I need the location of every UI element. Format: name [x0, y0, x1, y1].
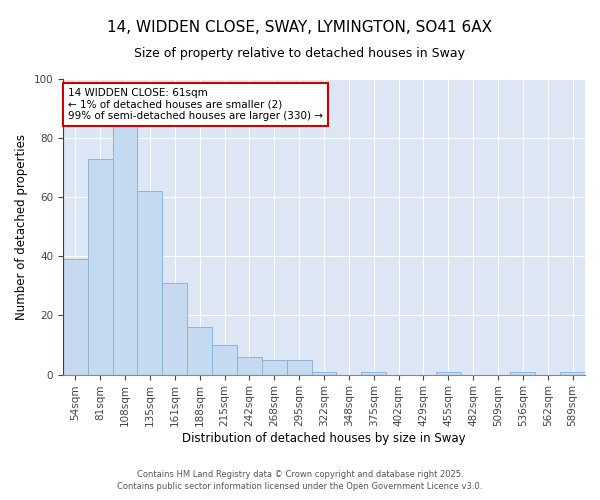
Bar — [436, 372, 461, 374]
Bar — [311, 372, 337, 374]
Bar — [187, 328, 212, 374]
Bar — [511, 372, 535, 374]
X-axis label: Distribution of detached houses by size in Sway: Distribution of detached houses by size … — [182, 432, 466, 445]
Text: Contains public sector information licensed under the Open Government Licence v3: Contains public sector information licen… — [118, 482, 482, 491]
Bar — [560, 372, 585, 374]
Text: 14, WIDDEN CLOSE, SWAY, LYMINGTON, SO41 6AX: 14, WIDDEN CLOSE, SWAY, LYMINGTON, SO41 … — [107, 20, 493, 35]
Bar — [88, 159, 113, 374]
Bar — [287, 360, 311, 374]
Bar — [212, 345, 237, 374]
Bar — [163, 283, 187, 374]
Bar — [63, 260, 88, 374]
Bar — [113, 126, 137, 374]
Text: Size of property relative to detached houses in Sway: Size of property relative to detached ho… — [134, 48, 466, 60]
Bar — [262, 360, 287, 374]
Text: 14 WIDDEN CLOSE: 61sqm
← 1% of detached houses are smaller (2)
99% of semi-detac: 14 WIDDEN CLOSE: 61sqm ← 1% of detached … — [68, 88, 323, 121]
Text: Contains HM Land Registry data © Crown copyright and database right 2025.: Contains HM Land Registry data © Crown c… — [137, 470, 463, 479]
Bar — [137, 192, 163, 374]
Bar — [361, 372, 386, 374]
Bar — [237, 357, 262, 374]
Y-axis label: Number of detached properties: Number of detached properties — [15, 134, 28, 320]
